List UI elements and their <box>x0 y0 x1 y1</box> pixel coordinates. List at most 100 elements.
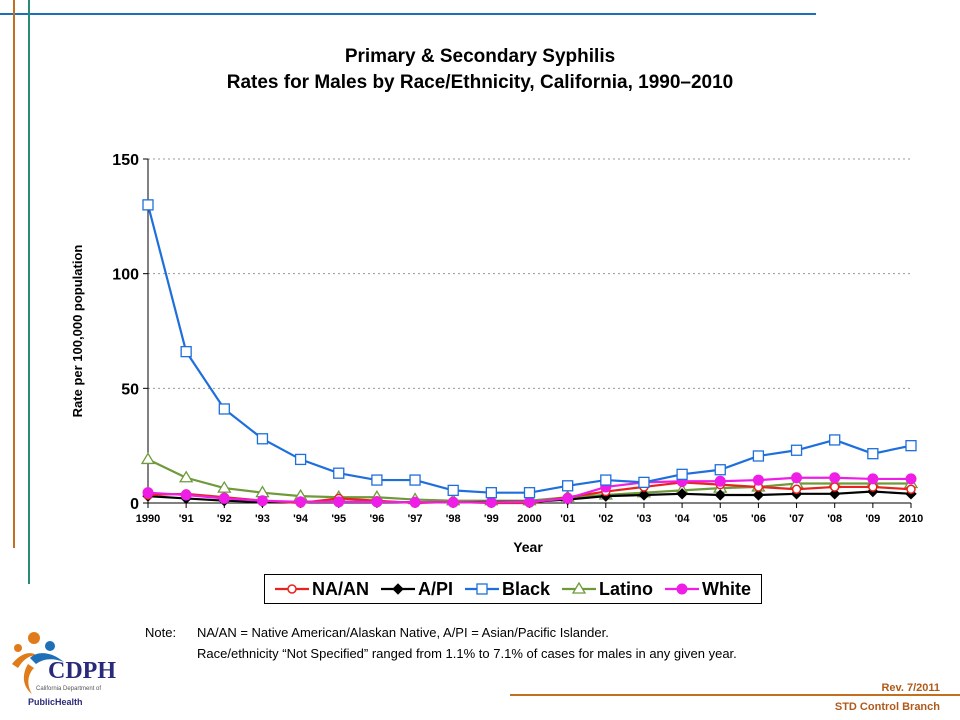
data-point-white <box>524 496 535 508</box>
legend-marker <box>287 584 297 594</box>
x-tick-label: '06 <box>751 513 766 525</box>
x-tick-label: '96 <box>369 513 384 525</box>
data-point-white <box>867 473 879 485</box>
notes-line-2: Race/ethnicity “Not Specified” ranged fr… <box>197 646 737 661</box>
logo-subtitle: California Department of <box>36 686 102 692</box>
x-tick-label: '08 <box>827 513 842 525</box>
data-point-black <box>790 444 803 456</box>
data-point-white <box>371 496 383 508</box>
data-point-na-an <box>791 484 802 494</box>
data-point-a-pi <box>676 488 688 500</box>
y-tick-label: 150 <box>112 152 139 169</box>
x-tick-label: '03 <box>637 513 652 525</box>
legend-label: White <box>701 578 751 599</box>
chart-title-line-2: Rates for Males by Race/Ethnicity, Calif… <box>226 72 734 93</box>
legend-item-latino: Latino <box>562 579 653 600</box>
x-tick-label: '04 <box>675 513 691 525</box>
data-point-black <box>447 484 459 497</box>
data-point-white <box>142 487 154 499</box>
data-point-white <box>180 489 192 501</box>
data-point-black <box>409 474 421 486</box>
data-point-white <box>714 475 726 487</box>
data-point-a-pi <box>828 488 841 500</box>
y-tick-label: 50 <box>121 381 139 398</box>
data-point-black <box>218 403 230 415</box>
data-point-white <box>905 473 917 485</box>
data-point-black <box>867 448 879 460</box>
data-point-black <box>256 433 269 445</box>
data-point-white <box>752 474 764 486</box>
data-point-black <box>333 467 345 479</box>
legend-item-na-an: NA/AN <box>274 579 369 600</box>
notes-label: Note: <box>145 625 177 640</box>
x-tick-label: '09 <box>865 513 880 525</box>
data-point-a-pi <box>638 489 650 501</box>
line-chart: 0 50 100 150 1990 '91 '92 '93 '94 '95 '96 '97 '98 '9… <box>70 152 923 555</box>
data-point-white <box>295 496 307 508</box>
legend-label: A/PI <box>417 578 453 599</box>
data-point-white <box>562 492 574 504</box>
x-tick-label: '99 <box>484 513 499 525</box>
data-point-black <box>714 464 726 476</box>
data-point-white <box>829 472 841 484</box>
logo-wordmark: CDPH <box>48 658 116 684</box>
data-point-black <box>523 487 536 499</box>
gridlines <box>148 158 910 389</box>
left-rule-teal <box>28 0 30 584</box>
x-tick-label: '95 <box>331 513 346 525</box>
chart-title: Primary & Secondary Syphilis Rates for M… <box>0 44 960 96</box>
x-tick-label: '05 <box>713 513 728 525</box>
x-tick-label: '91 <box>179 513 194 525</box>
legend: NA/AN A/PI Black Latino White <box>264 574 762 604</box>
legend-swatch-black <box>464 583 499 595</box>
data-point-black <box>829 434 841 446</box>
cdph-logo: CDPH California Department of PublicHeal… <box>8 628 120 712</box>
people-emblem-icon <box>12 632 64 694</box>
legend-marker <box>476 583 488 595</box>
x-tick-label: '93 <box>255 513 270 525</box>
x-tick-label: '97 <box>408 513 423 525</box>
x-tick-label: '07 <box>789 513 804 525</box>
legend-label: Black <box>501 578 551 599</box>
notes-line-1: NA/AN = Native American/Alaskan Native, … <box>197 625 609 640</box>
data-point-white <box>485 496 497 508</box>
legend-swatch-latino <box>562 582 596 594</box>
footer-rule <box>510 694 960 696</box>
data-point-black <box>638 476 650 489</box>
top-rule <box>0 13 816 15</box>
x-tick-label: 2010 <box>899 513 923 525</box>
data-point-white <box>218 492 230 504</box>
data-point-black <box>676 468 688 480</box>
data-point-a-pi <box>752 489 765 501</box>
notes: Note: NA/AN = Native American/Alaskan Na… <box>145 622 737 664</box>
data-point-white <box>791 472 803 484</box>
series-black <box>142 199 917 499</box>
data-point-na-an <box>829 482 840 492</box>
legend-swatch-white <box>664 583 699 595</box>
data-point-white <box>447 496 459 508</box>
data-point-black <box>600 474 612 486</box>
x-tick-label: 1990 <box>136 513 160 525</box>
legend-marker <box>392 583 404 595</box>
data-point-white <box>333 496 345 508</box>
data-point-black <box>485 487 498 499</box>
data-point-black <box>294 453 307 466</box>
legend-marker <box>676 583 688 595</box>
series-white <box>142 472 917 508</box>
x-tick-label: '01 <box>560 513 575 525</box>
y-axis-label: Rate per 100,000 population <box>70 245 85 418</box>
legend-item-black: Black <box>464 578 551 600</box>
logo-tagline: PublicHealth <box>28 697 83 707</box>
data-point-latino <box>140 452 156 465</box>
data-point-black <box>180 345 192 358</box>
y-tick-label: 100 <box>112 267 139 284</box>
data-point-black <box>905 440 917 452</box>
data-point-na-an <box>906 484 916 494</box>
legend-label: Latino <box>599 578 653 599</box>
data-point-black <box>752 450 765 462</box>
x-axis-label: Year <box>513 539 543 555</box>
data-point-black <box>371 474 383 486</box>
x-tick-label: 2000 <box>517 513 541 525</box>
x-tick-label: '94 <box>293 513 309 525</box>
data-point-white <box>256 495 268 507</box>
